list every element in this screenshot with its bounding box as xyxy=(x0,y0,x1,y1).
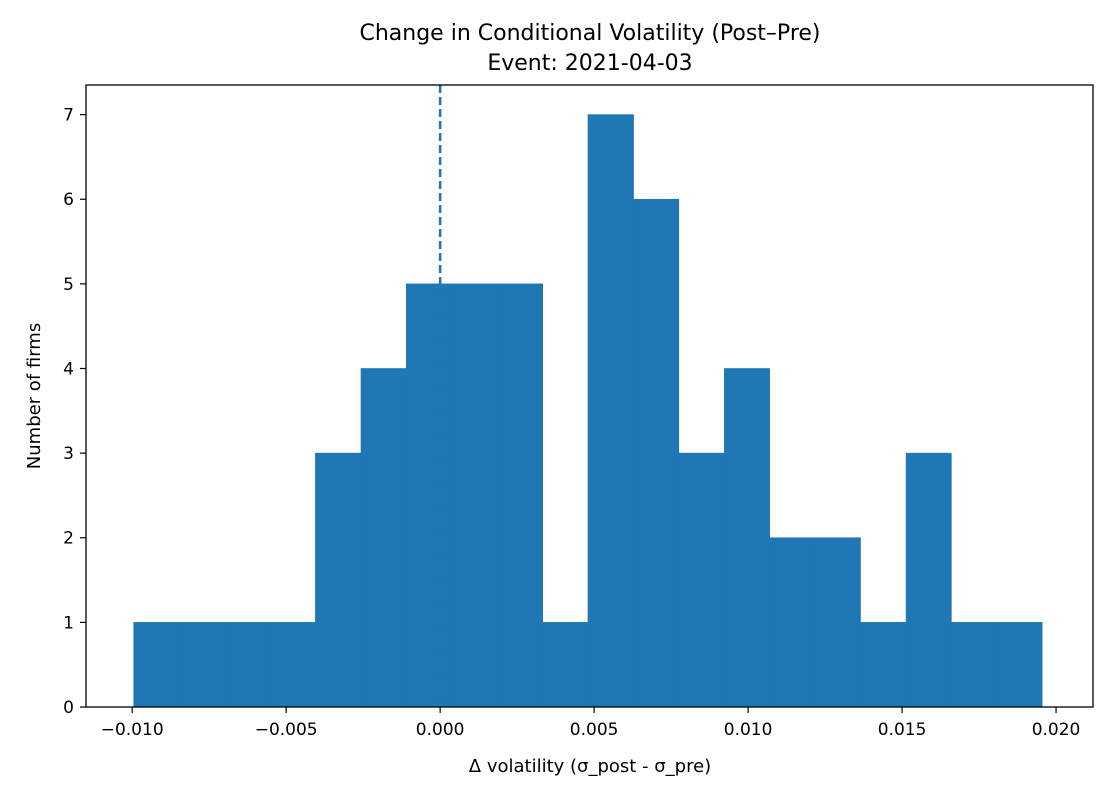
chart-subtitle: Event: 2021-04-03 xyxy=(487,51,692,76)
histogram-bar xyxy=(678,452,725,708)
histogram-bar xyxy=(587,114,634,708)
histogram-bar xyxy=(496,283,543,708)
x-axis-ticks: −0.010 −0.005 0.000 0.005 0.010 0.015 0.020 xyxy=(101,707,1081,740)
histogram-bar xyxy=(814,537,861,708)
y-axis-ticks: 0 1 2 3 4 5 6 7 xyxy=(63,106,86,718)
x-axis-label: Δ volatility (σ_post - σ_pre) xyxy=(469,756,711,777)
histogram-bar xyxy=(860,622,907,708)
x-tick-label: 0.005 xyxy=(570,720,619,740)
histogram-bar xyxy=(269,622,316,708)
y-tick-label: 7 xyxy=(63,106,74,126)
histogram-bar xyxy=(451,283,498,708)
histogram-bar xyxy=(315,452,362,708)
y-tick-label: 1 xyxy=(63,613,74,633)
histogram-bar xyxy=(769,537,816,708)
y-tick-label: 5 xyxy=(63,275,74,295)
histogram-bar xyxy=(405,283,453,708)
histogram-bar xyxy=(905,452,952,708)
histogram-bar xyxy=(724,368,770,708)
histogram-bar xyxy=(360,368,407,708)
histogram-bar xyxy=(179,622,225,708)
x-tick-label: 0.015 xyxy=(878,720,927,740)
x-tick-label: −0.010 xyxy=(101,720,164,740)
histogram-bar xyxy=(996,622,1043,708)
x-tick-label: 0.000 xyxy=(416,720,465,740)
y-axis-label: Number of firms xyxy=(24,323,45,469)
y-tick-label: 0 xyxy=(63,698,74,718)
histogram-bar xyxy=(633,198,680,708)
histogram-bar xyxy=(133,622,180,708)
y-tick-label: 2 xyxy=(63,529,74,549)
y-tick-label: 3 xyxy=(63,444,74,464)
histogram-bar xyxy=(951,622,998,708)
x-tick-label: −0.005 xyxy=(255,720,318,740)
chart-title: Change in Conditional Volatility (Post–P… xyxy=(359,21,820,46)
histogram-bar xyxy=(224,622,271,708)
histogram-bar xyxy=(542,622,589,708)
histogram-bars xyxy=(133,114,1043,708)
x-tick-label: 0.020 xyxy=(1032,720,1081,740)
plot-area-frame xyxy=(85,84,1094,708)
y-tick-label: 6 xyxy=(63,190,74,210)
x-tick-label: 0.010 xyxy=(724,720,773,740)
y-tick-label: 4 xyxy=(63,359,74,379)
